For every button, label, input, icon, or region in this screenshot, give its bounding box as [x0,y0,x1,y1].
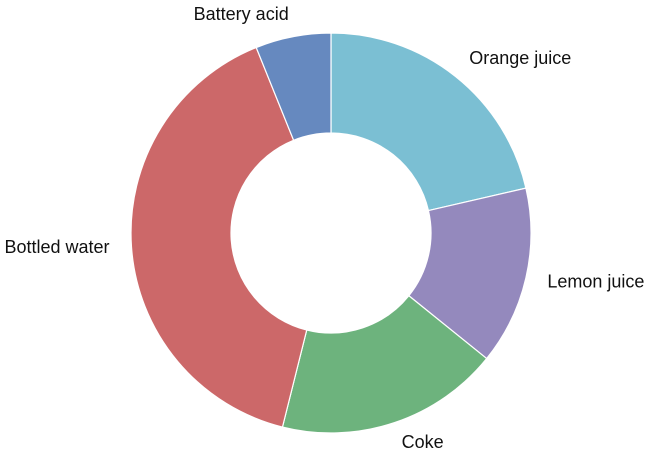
label-orange-juice: Orange juice [469,48,571,68]
slice-coke [281,294,488,434]
slice-battery-acid [255,32,332,142]
slices [130,32,532,434]
slice-orange-juice [330,32,527,212]
slice-bottled-water [130,46,308,428]
label-bottled-water: Bottled water [4,237,109,257]
slice-lemon-juice [408,187,532,360]
slice-labels: Orange juice Lemon juice Coke Bottled water… [4,4,644,452]
label-coke: Coke [402,432,444,452]
label-lemon-juice: Lemon juice [547,272,644,292]
label-battery-acid: Battery acid [194,4,289,24]
